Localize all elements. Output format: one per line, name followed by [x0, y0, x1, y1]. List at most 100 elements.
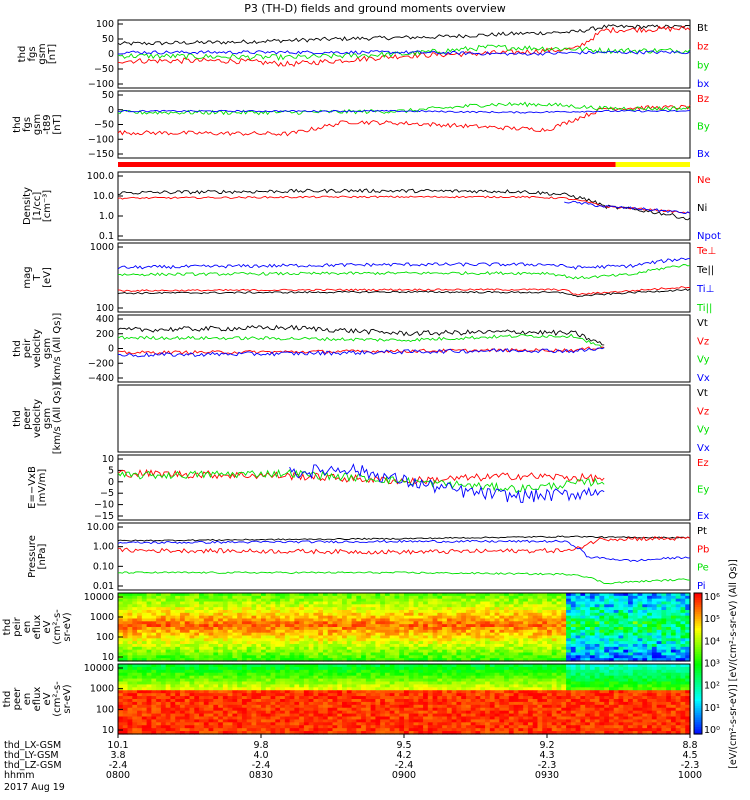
heatmap-cell — [394, 681, 400, 686]
heatmap-cell — [118, 612, 124, 617]
heatmap-cell — [179, 595, 186, 600]
heatmap-cell — [261, 666, 267, 671]
heatmap-cell — [456, 601, 462, 605]
heatmap-cell — [608, 681, 615, 686]
heatmap-cell — [513, 635, 519, 639]
heatmap-cell — [303, 684, 310, 688]
heatmap-cell — [365, 627, 372, 631]
heatmap-cell — [647, 618, 653, 622]
heatmap-cell — [566, 696, 572, 700]
heatmap-cell — [179, 681, 186, 686]
heatmap-cell — [194, 604, 200, 608]
heatmap-cell — [547, 595, 553, 600]
heatmap-cell — [170, 632, 176, 637]
heatmap-cell — [504, 678, 510, 683]
heatmap-cell — [256, 624, 262, 628]
heatmap-cell — [523, 693, 529, 697]
heatmap-cell — [151, 635, 157, 639]
heatmap-cell — [265, 601, 272, 605]
heatmap-cell — [346, 704, 353, 709]
heatmap-cell — [370, 621, 376, 625]
heatmap-cell — [494, 687, 500, 691]
heatmap-cell — [275, 621, 281, 625]
heatmap-cell — [370, 607, 376, 611]
heatmap-cell — [465, 707, 472, 712]
heatmap-cell — [527, 635, 534, 639]
heatmap-cell — [332, 610, 338, 614]
heatmap-cell — [599, 649, 605, 654]
heatmap-cell — [137, 621, 143, 625]
heatmap-cell — [232, 638, 238, 642]
heatmap-cell — [346, 624, 353, 628]
heatmap-cell — [299, 604, 305, 608]
heatmap-cell — [165, 672, 172, 677]
heatmap-cell — [542, 675, 548, 680]
heatmap-cell — [513, 699, 519, 703]
heatmap-cell — [456, 632, 462, 637]
heatmap-cell — [585, 669, 591, 674]
heatmap-cell — [175, 627, 181, 631]
heatmap-cell — [241, 681, 248, 686]
heatmap-cell — [313, 604, 319, 608]
heatmap-cell — [332, 632, 338, 637]
heatmap-cell — [251, 641, 257, 645]
heatmap-cell — [165, 635, 172, 639]
heatmap-cell — [365, 621, 372, 625]
heatmap-cell — [575, 655, 581, 659]
heatmap-cell — [485, 607, 491, 611]
heatmap-cell — [308, 644, 315, 648]
heatmap-cell — [356, 641, 362, 645]
heatmap-cell — [432, 593, 438, 597]
heatmap-cell — [475, 607, 481, 611]
heatmap-cell — [647, 641, 653, 645]
heatmap-cell — [427, 652, 434, 656]
heatmap-cell — [575, 699, 581, 703]
heatmap-cell — [480, 684, 486, 688]
heatmap-cell — [618, 610, 624, 614]
heatmap-cell — [389, 687, 396, 691]
heatmap-cell — [246, 701, 253, 706]
heatmap-cell — [308, 604, 315, 608]
heatmap-cell — [270, 598, 276, 603]
heatmap-cell — [542, 693, 548, 697]
heatmap-cell — [527, 707, 534, 712]
heatmap-cell — [132, 601, 138, 605]
heatmap-cell — [480, 629, 486, 634]
heatmap-cell — [656, 638, 662, 642]
heatmap-cell — [146, 664, 152, 668]
heatmap-cell — [418, 646, 424, 651]
heatmap-cell — [137, 693, 143, 697]
heatmap-cell — [551, 641, 558, 645]
heatmap-cell — [499, 678, 505, 683]
heatmap-cell — [299, 696, 305, 700]
heatmap-cell — [394, 693, 400, 697]
heatmap-cell — [518, 669, 524, 674]
heatmap-cell — [351, 681, 357, 686]
heatmap-cell — [513, 687, 519, 691]
heatmap-cell — [413, 612, 419, 617]
heatmap-cell — [589, 593, 596, 597]
heatmap-cell — [613, 601, 620, 605]
heatmap-cell — [370, 610, 376, 614]
heatmap-cell — [675, 672, 682, 677]
heatmap-cell — [184, 652, 191, 656]
heatmap-cell — [370, 593, 376, 597]
heatmap-cell — [680, 666, 686, 671]
heatmap-cell — [261, 621, 267, 625]
heatmap-cell — [508, 595, 515, 600]
heatmap-cell — [518, 649, 524, 654]
heatmap-cell — [241, 598, 248, 603]
heatmap-cell — [299, 664, 305, 668]
heatmap-cell — [137, 615, 143, 620]
heatmap-cell — [575, 696, 581, 700]
heatmap-cell — [351, 610, 357, 614]
heatmap-cell — [423, 627, 429, 631]
heatmap-cell — [194, 666, 200, 671]
series-Vx — [117, 347, 605, 358]
heatmap-cell — [585, 644, 591, 648]
heatmap-cell — [618, 621, 624, 625]
heatmap-cell — [370, 618, 376, 622]
heatmap-cell — [261, 652, 267, 656]
heatmap-cell — [284, 672, 291, 677]
